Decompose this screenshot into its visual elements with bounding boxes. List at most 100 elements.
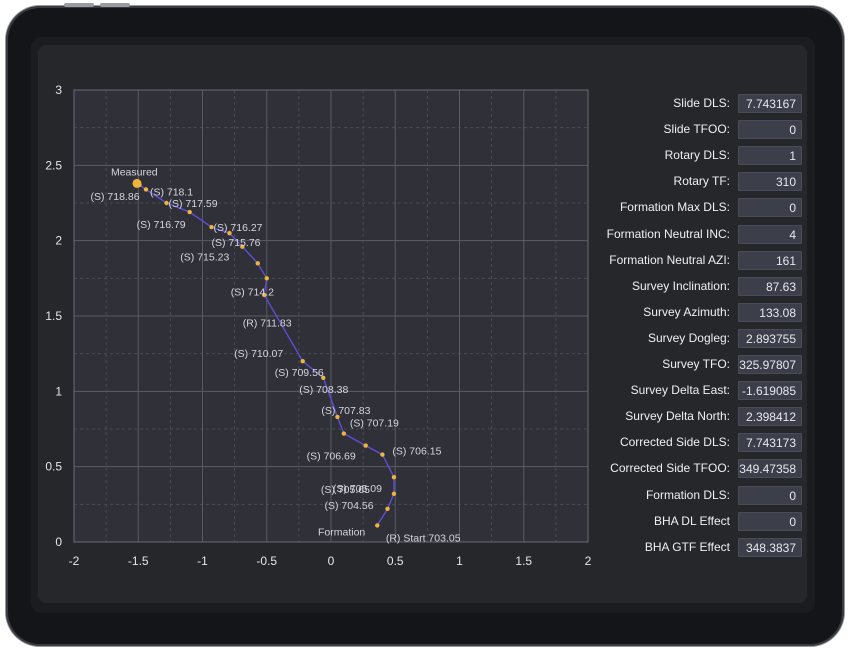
survey-point	[391, 475, 397, 480]
x-tick-label: 1.5	[515, 554, 532, 568]
survey-point	[363, 443, 368, 448]
point-label: (S) 710.07	[234, 348, 283, 360]
x-tick-label: 0	[328, 554, 335, 568]
stat-label: Formation Max DLS:	[619, 200, 730, 215]
stat-row: Formation Neutral INC: 4	[560, 224, 802, 244]
stat-label: Corrected Side DLS:	[619, 435, 730, 450]
point-label: (S) 715.76	[211, 237, 260, 249]
x-tick-label: 1	[456, 554, 463, 568]
stat-row: Survey Delta North: 2.398412	[560, 406, 802, 427]
x-tick-label: -1.5	[128, 554, 149, 568]
stat-value-field[interactable]: 4	[738, 224, 802, 244]
x-tick-label: -1	[197, 554, 208, 568]
survey-point	[255, 261, 260, 266]
stat-label: BHA DL Effect	[653, 513, 730, 528]
point-label: (S) 716.27	[213, 222, 262, 234]
stat-value-field[interactable]: 7.743173	[738, 433, 802, 453]
stat-row: Rotary DLS: 1	[560, 145, 802, 166]
stat-label: Slide DLS:	[673, 96, 730, 110]
stat-row: Slide TFOO: 0	[560, 119, 802, 140]
survey-point	[143, 187, 149, 192]
point-label: (S) 706.69	[307, 451, 356, 463]
survey-point	[164, 200, 169, 206]
stat-row: Formation Max DLS: 0	[560, 197, 802, 218]
point-label: (S) 714.2	[231, 286, 274, 298]
point-label: (S) 707.83	[321, 405, 370, 417]
survey-point	[187, 209, 192, 215]
stat-label: Rotary TF:	[673, 174, 730, 189]
survey-point	[335, 414, 340, 420]
stat-value-field[interactable]: 2.398412	[738, 407, 802, 427]
stat-label: Slide TFOO:	[663, 122, 730, 137]
stat-row: Corrected Side TFOO: 349.47358	[560, 458, 802, 479]
survey-point	[385, 506, 390, 512]
stat-value-field[interactable]: 87.63	[738, 276, 802, 296]
stat-value-field[interactable]: -1.619085	[738, 381, 802, 401]
point-label: (S) 708.38	[299, 384, 348, 396]
x-tick-label: -2	[69, 554, 80, 568]
start-label: (R) Start 703.05	[386, 532, 461, 544]
point-label: (S) 718.1	[150, 186, 193, 198]
stat-row: Corrected Side DLS: 7.743173	[560, 432, 802, 453]
stat-label: Survey Dogleg:	[647, 330, 730, 345]
survey-point	[261, 292, 267, 298]
stat-row: Survey Azimuth: 133.08	[560, 302, 802, 322]
point-label: (S) 715.23	[180, 252, 229, 264]
stat-value-field[interactable]: 310	[738, 172, 802, 192]
stat-row: BHA GTF Effect 348.3837	[560, 537, 802, 557]
stat-row: BHA DL Effect 0	[560, 511, 802, 531]
point-label: (S) 704.56	[325, 500, 374, 512]
survey-point	[380, 452, 385, 457]
stat-value-field[interactable]: 0	[738, 511, 802, 531]
survey-point	[300, 359, 305, 364]
stat-value-field[interactable]: 348.3837	[738, 537, 802, 557]
y-tick-label: 3	[55, 83, 62, 97]
point-label: Measured	[111, 166, 158, 178]
stat-value-field[interactable]: 2.893755	[738, 328, 802, 348]
y-tick-label: 1.5	[45, 309, 62, 323]
stat-value-field[interactable]: 0	[738, 198, 802, 218]
stat-label: Formation Neutral INC:	[606, 226, 730, 241]
y-tick-label: 0.5	[45, 460, 62, 474]
point-label: (S) 709.56	[275, 367, 324, 379]
stat-label: BHA GTF Effect	[644, 539, 730, 554]
stat-label: Survey Inclination:	[631, 278, 730, 293]
survey-point	[240, 244, 245, 249]
stat-label: Rotary DLS:	[664, 148, 730, 163]
volume-button	[100, 3, 130, 7]
stat-value-field[interactable]: 1	[738, 146, 802, 166]
stat-label: Formation DLS:	[645, 487, 730, 502]
stat-row: Formation DLS: 0	[560, 485, 802, 505]
stat-label: Corrected Side TFOO:	[610, 461, 730, 476]
stat-row: Formation Neutral AZI: 161	[560, 250, 802, 270]
x-tick-label: 2	[585, 554, 592, 568]
stat-value-field[interactable]: 133.08	[738, 302, 802, 322]
stat-value-field[interactable]: 0	[738, 120, 802, 140]
point-label: (S) 706.15	[392, 446, 441, 458]
survey-point	[341, 431, 347, 436]
stat-value-field[interactable]: 161	[738, 250, 802, 270]
stat-value-field[interactable]: 7.743167	[738, 94, 802, 113]
stat-value-field[interactable]: 0	[738, 485, 802, 505]
power-button	[64, 3, 94, 7]
point-label: (S) 705.65	[321, 484, 370, 496]
stat-label: Survey Azimuth:	[643, 304, 730, 319]
stat-value-field[interactable]: 349.47358	[738, 459, 802, 479]
x-tick-label: -0.5	[256, 554, 277, 568]
stat-row: Survey TFO: 325.97807	[560, 354, 802, 374]
plot-border	[73, 89, 589, 543]
point-label: (S) 717.59	[169, 198, 218, 210]
point-label: (R) 711.83	[243, 317, 292, 329]
point-label: (S) 718.86	[91, 191, 140, 203]
stat-row: Slide DLS: 7.743167	[560, 93, 802, 113]
survey-point	[227, 230, 232, 236]
stat-row: Survey Delta East: -1.619085	[560, 380, 802, 401]
y-tick-label: 1	[55, 384, 62, 398]
point-label: Formation	[318, 526, 365, 538]
survey-point	[321, 375, 326, 380]
stat-value-field[interactable]: 325.97807	[738, 355, 802, 374]
survey-point	[375, 523, 380, 528]
stat-row: Rotary TF: 310	[560, 171, 802, 192]
point-label: (S) 707.19	[350, 418, 399, 430]
